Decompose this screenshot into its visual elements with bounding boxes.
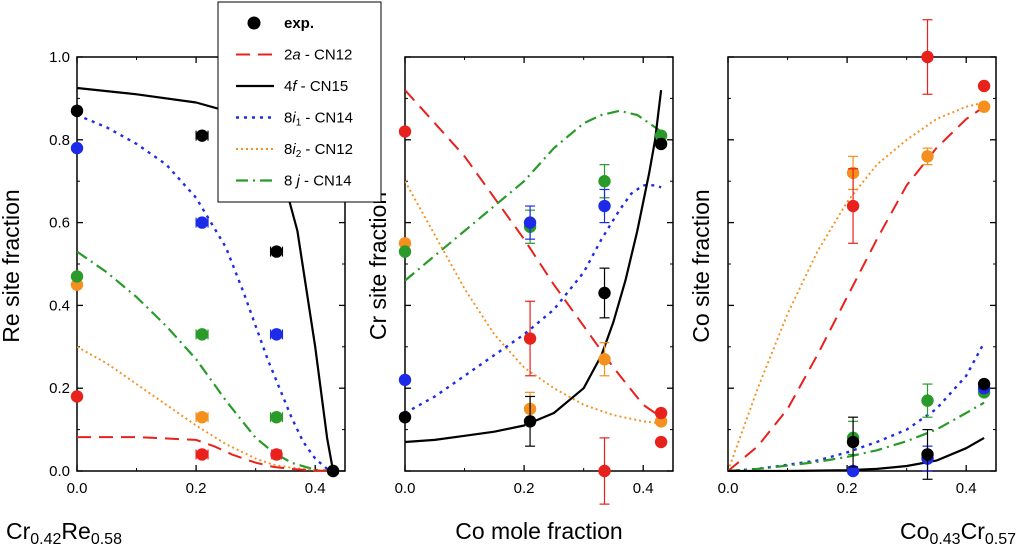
curve-8i2 bbox=[405, 180, 662, 425]
data-point-8i1 bbox=[398, 373, 412, 387]
data-point-8j bbox=[70, 270, 84, 283]
data-point-2a bbox=[654, 435, 668, 449]
data-point-8i1 bbox=[523, 216, 537, 229]
data-point-8j bbox=[195, 328, 209, 341]
data-point-8i2 bbox=[195, 410, 209, 424]
y-tick-label: 0.8 bbox=[49, 132, 70, 149]
y-tick-label: 0.4 bbox=[49, 297, 70, 314]
data-point-8j bbox=[398, 245, 412, 258]
x-tick-label: 0.0 bbox=[67, 480, 88, 497]
data-point-2a bbox=[846, 199, 860, 213]
data-point-8i2 bbox=[921, 150, 934, 163]
data-point-8i2 bbox=[977, 100, 991, 113]
legend-box bbox=[217, 1, 382, 203]
data-point-2a bbox=[598, 464, 611, 478]
x-tick-label: 0.4 bbox=[305, 480, 326, 497]
data-point-exp bbox=[654, 137, 668, 151]
panel-3: 0.0 0.2 0.4 Co site fraction bbox=[688, 19, 997, 497]
curve-2a bbox=[77, 436, 334, 472]
legend-label-4f: 4f - CN15 bbox=[284, 78, 348, 95]
y-tick-label: 1.0 bbox=[49, 49, 70, 66]
data-point-exp bbox=[977, 377, 991, 391]
x-tick-label: 0.4 bbox=[956, 480, 977, 497]
x-tick-label: 0.4 bbox=[633, 480, 654, 497]
legend-label-8i1: 8i1 - CN14 bbox=[284, 110, 353, 129]
legend-marker-exp bbox=[247, 16, 261, 30]
curve-8i1 bbox=[77, 113, 334, 472]
data-point-exp bbox=[846, 435, 860, 449]
curve-8i1 bbox=[728, 342, 986, 472]
data-point-2a bbox=[654, 406, 668, 420]
data-point-8i1 bbox=[270, 328, 283, 341]
data-point-2a bbox=[195, 448, 209, 461]
curve-4f bbox=[728, 436, 985, 472]
data-point-8j bbox=[921, 394, 934, 407]
plot-area bbox=[405, 89, 663, 444]
legend-label-8i2: 8i2 - CN12 bbox=[284, 141, 353, 160]
data-point-8i1 bbox=[195, 216, 209, 229]
data-point-exp bbox=[326, 464, 340, 478]
plot-frame bbox=[727, 56, 997, 472]
data-point-2a bbox=[70, 390, 84, 403]
curve-8j bbox=[77, 250, 334, 472]
data-point-8i1 bbox=[846, 464, 860, 478]
data-point-exp bbox=[921, 448, 934, 461]
data-point-8j bbox=[270, 410, 283, 424]
x-tick-label: 0.2 bbox=[514, 480, 535, 497]
panel-2: 0.0 0.2 0.4 Cr site fraction bbox=[365, 56, 674, 505]
data-point-2a bbox=[921, 50, 934, 64]
x-tick-label: 0.0 bbox=[395, 480, 416, 497]
x-tick-label: 0.2 bbox=[837, 480, 858, 497]
x-tick-label: 0.0 bbox=[718, 480, 739, 497]
curve-2a bbox=[728, 105, 985, 472]
legend-label-8j: 8 j - CN14 bbox=[284, 173, 352, 190]
curve-8j bbox=[405, 109, 662, 282]
data-point-8i2 bbox=[598, 353, 611, 366]
data-point-2a bbox=[977, 79, 991, 93]
legend-label-exp: exp. bbox=[284, 15, 314, 32]
x-tick-label: 0.2 bbox=[186, 480, 207, 497]
legend-label-2a: 2a - CN12 bbox=[284, 47, 352, 64]
curve-8i2 bbox=[728, 101, 985, 472]
data-point-exp bbox=[70, 104, 84, 118]
data-point-exp bbox=[195, 129, 209, 142]
data-point-exp bbox=[398, 410, 412, 424]
data-point-2a bbox=[523, 332, 537, 345]
data-point-2a bbox=[398, 125, 412, 138]
y-axis-label: Co site fraction bbox=[688, 189, 714, 342]
curve-4f bbox=[405, 89, 663, 444]
right-composition-label: Co0.43Cr0.57 bbox=[900, 518, 1016, 548]
data-point-8i1 bbox=[598, 199, 611, 213]
curve-2a bbox=[405, 89, 662, 419]
y-tick-label: 0.6 bbox=[49, 215, 70, 232]
plot-frame bbox=[404, 56, 674, 472]
plot-area bbox=[728, 101, 986, 472]
data-point-exp bbox=[598, 286, 611, 300]
y-tick-label: 0.0 bbox=[49, 463, 70, 480]
x-axis-label: Co mole fraction bbox=[455, 518, 622, 544]
data-point-2a bbox=[270, 448, 283, 461]
data-point-exp bbox=[270, 245, 283, 258]
y-axis-label: Re site fraction bbox=[0, 189, 24, 342]
left-composition-label: Cr0.42Re0.58 bbox=[6, 518, 122, 548]
data-point-8i1 bbox=[70, 141, 84, 155]
data-point-exp bbox=[523, 415, 537, 428]
y-tick-label: 0.2 bbox=[49, 380, 70, 397]
y-axis-label: Cr site fraction bbox=[365, 192, 391, 340]
legend: exp. 2a - CN12 4f - CN15 8i1 - CN14 8i2 - CN… bbox=[217, 1, 382, 203]
data-point-8j bbox=[598, 175, 611, 188]
panel-1: 0.0 0.2 0.4 0.0 0.2 0.4 0.6 0.8 1.0 Re site fract… bbox=[0, 49, 346, 497]
